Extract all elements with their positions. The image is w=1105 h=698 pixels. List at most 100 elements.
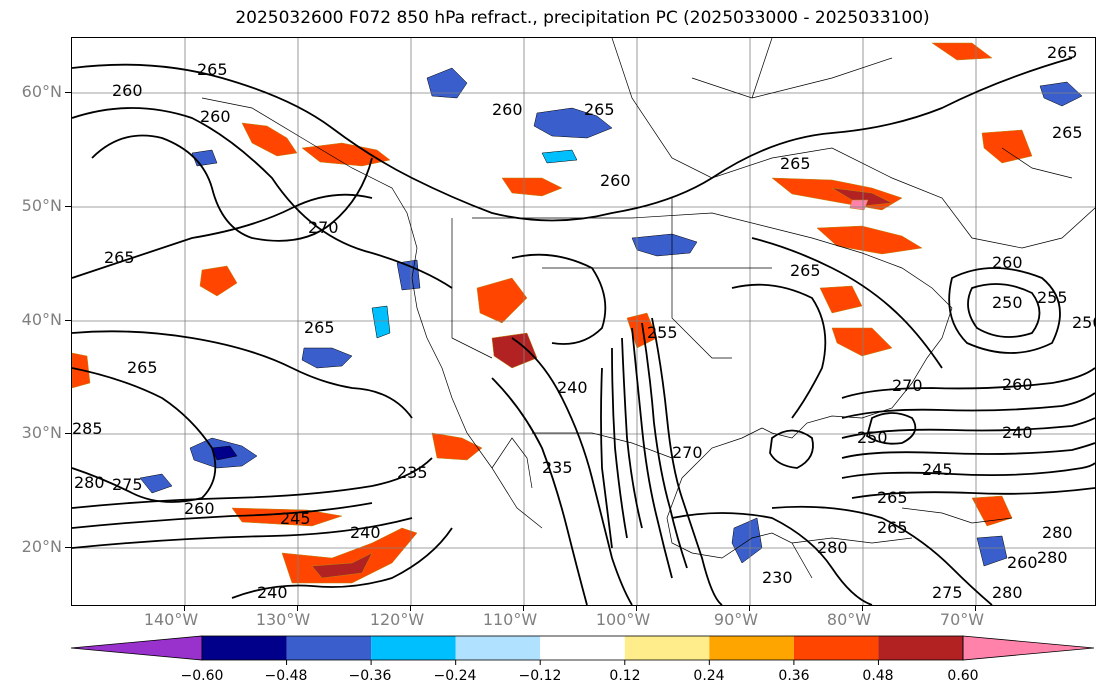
precip-area xyxy=(731,517,763,564)
colorbar-label: −0.48 xyxy=(264,668,308,684)
contour-label: 250 xyxy=(857,428,888,447)
contour-label: 240 xyxy=(1002,423,1033,442)
precip-area xyxy=(241,122,298,157)
contour-label: 250 xyxy=(1072,313,1095,332)
lon-label-100w: 100°W xyxy=(595,610,651,629)
graticule xyxy=(72,38,1095,605)
lat-label-30n: 30°N xyxy=(21,423,62,442)
colorbar-segment xyxy=(540,636,625,660)
contour-label: 285 xyxy=(72,419,103,438)
contour-label: 265 xyxy=(877,488,908,507)
lon-label-90w: 90°W xyxy=(713,610,759,629)
precip-area xyxy=(931,42,993,61)
contour-label: 235 xyxy=(397,463,428,482)
precip-area xyxy=(501,177,563,197)
tick-90w xyxy=(749,605,750,611)
contour-label: 260 xyxy=(492,100,523,119)
tick-50n xyxy=(65,206,71,207)
precip-area xyxy=(431,432,483,461)
precip-area xyxy=(533,107,613,139)
map-title: 2025032600 F072 850 hPa refract., precip… xyxy=(235,8,930,28)
colorbar-label: 0.24 xyxy=(693,668,725,684)
refractivity-contours xyxy=(72,57,1095,605)
precip-area xyxy=(849,199,869,211)
contour-label: 260 xyxy=(1007,553,1038,572)
lat-label-20n: 20°N xyxy=(21,537,62,556)
colorbar-segment xyxy=(624,636,710,660)
colorbar-label: −0.12 xyxy=(518,668,562,684)
colorbar-label: −0.60 xyxy=(180,668,224,684)
contour-label: 265 xyxy=(790,261,821,280)
contour-label: 280 xyxy=(817,538,848,557)
precip-area xyxy=(311,552,373,579)
contour-label: 230 xyxy=(762,568,793,587)
colorbar-svg xyxy=(70,635,1095,665)
colorbar-segment xyxy=(371,636,456,660)
contour-label: 260 xyxy=(200,107,231,126)
colorbar-label: 0.60 xyxy=(947,668,979,684)
lon-label-110w: 110°W xyxy=(482,610,538,629)
colorbar-segment xyxy=(793,636,879,660)
precip-area xyxy=(301,347,353,369)
contour-label: 255 xyxy=(1037,288,1068,307)
contour-label: 260 xyxy=(992,253,1023,272)
coastlines xyxy=(201,38,1095,579)
colorbar-segment xyxy=(202,636,287,660)
contour-label: 265 xyxy=(104,248,135,267)
lon-label-120w: 120°W xyxy=(369,610,425,629)
contour-label: 270 xyxy=(672,443,703,462)
contour-label: 240 xyxy=(350,523,381,542)
precip-area xyxy=(396,259,421,291)
tick-120w xyxy=(410,605,411,611)
colorbar-segments xyxy=(70,635,1095,665)
precip-area xyxy=(491,332,538,369)
colorbar-label: 0.36 xyxy=(778,668,810,684)
precip-area xyxy=(301,142,391,167)
contour-label: 275 xyxy=(932,583,963,602)
precip-area xyxy=(976,535,1008,567)
contour-label: 275 xyxy=(112,475,143,494)
precip-area xyxy=(631,233,698,257)
precip-area xyxy=(981,129,1033,164)
lat-label-40n: 40°N xyxy=(21,310,62,329)
lon-label-130w: 130°W xyxy=(255,610,311,629)
precip-area xyxy=(371,305,391,339)
contour-label: 260 xyxy=(1002,375,1033,394)
precip-area xyxy=(139,473,173,494)
precip-area xyxy=(211,445,238,461)
precip-area xyxy=(1039,81,1083,107)
lon-label-80w: 80°W xyxy=(826,610,872,629)
colorbar-label: −0.36 xyxy=(348,668,392,684)
colorbar-segment xyxy=(455,636,541,660)
tick-110w xyxy=(523,605,524,611)
contour-label: 265 xyxy=(584,100,615,119)
map-svg: 265 265 260 260 260 265 265 265 260 270 … xyxy=(72,38,1095,605)
colorbar-extend-high xyxy=(962,635,1095,661)
contour-label: 255 xyxy=(647,323,678,342)
precip-area xyxy=(541,149,578,164)
contour-label: 240 xyxy=(257,583,288,602)
tick-30n xyxy=(65,433,71,434)
contour-label: 280 xyxy=(1037,548,1068,567)
contour-label: 280 xyxy=(1042,523,1073,542)
contour-label: 270 xyxy=(308,218,339,237)
precip-area xyxy=(771,177,903,211)
contour-labels: 265 265 260 260 260 265 265 265 260 270 … xyxy=(72,43,1095,602)
precip-area xyxy=(476,277,528,324)
tick-140w xyxy=(184,605,185,611)
precip-area xyxy=(231,507,343,527)
contour-label: 280 xyxy=(74,473,105,492)
contour-label: 265 xyxy=(304,318,335,337)
tick-70w xyxy=(975,605,976,611)
contour-label: 245 xyxy=(922,460,953,479)
contour-label: 280 xyxy=(992,583,1023,602)
contour-label: 265 xyxy=(197,60,228,79)
precip-area xyxy=(831,327,893,357)
tick-100w xyxy=(636,605,637,611)
contour-label: 260 xyxy=(112,81,143,100)
colorbar xyxy=(0,630,1105,698)
contour-label: 265 xyxy=(780,154,811,173)
colorbar-label: −0.24 xyxy=(433,668,477,684)
colorbar-label: 0.12 xyxy=(609,668,641,684)
map-canvas[interactable]: 265 265 260 260 260 265 265 265 260 270 … xyxy=(71,37,1096,606)
